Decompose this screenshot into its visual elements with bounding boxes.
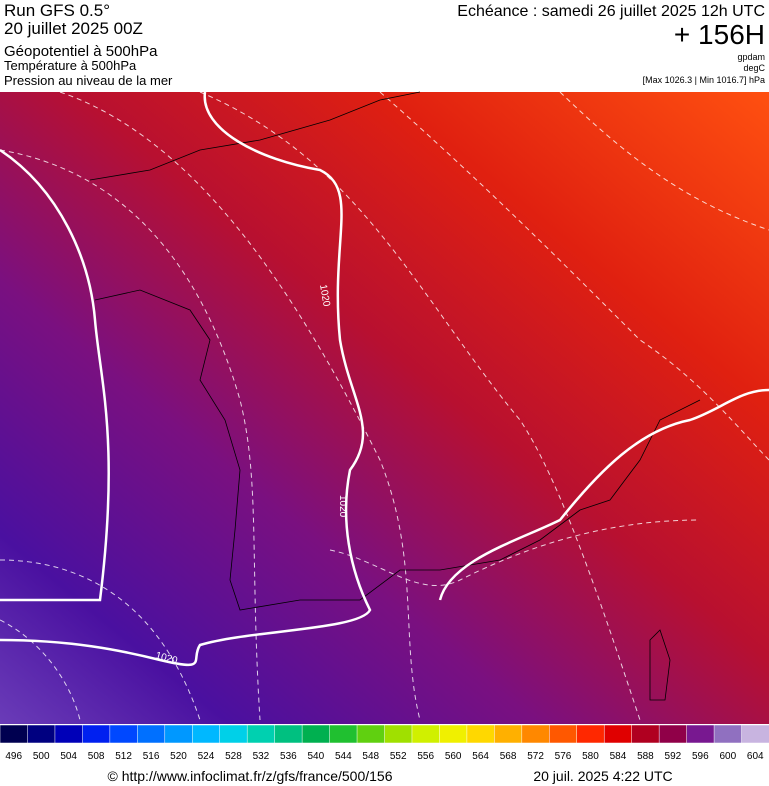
colorbar-label: 604 — [747, 751, 764, 762]
colorbar-label: 592 — [665, 751, 682, 762]
colorbar-label: 536 — [280, 751, 297, 762]
colorbar-swatch — [411, 724, 441, 744]
colorbar-swatch — [658, 724, 688, 744]
header: Run GFS 0.5° 20 juillet 2025 00Z Géopote… — [4, 1, 766, 88]
colorbar-label: 504 — [60, 751, 77, 762]
field: Pression au niveau de la mer — [4, 73, 173, 88]
unit: degC — [743, 63, 765, 73]
colorbar-swatch — [246, 724, 276, 744]
field: Température à 500hPa — [4, 58, 137, 73]
colorbar-swatch — [137, 724, 166, 744]
colorbar-label: 532 — [253, 751, 270, 762]
colorbar-swatch — [0, 724, 29, 744]
colorbar-swatch — [274, 724, 303, 744]
colorbar-swatch — [109, 724, 139, 744]
generated: 20 juil. 2025 4:22 UTC — [533, 768, 672, 784]
colorbar-swatch — [27, 724, 56, 744]
colorbar-swatch — [741, 724, 769, 744]
colorbar-label: 516 — [143, 751, 160, 762]
colorbar-swatch — [521, 724, 551, 744]
colorbar-swatch — [82, 724, 111, 744]
colorbar-swatch — [603, 724, 633, 744]
colorbar-swatch — [356, 724, 386, 744]
temperature-contours — [0, 91, 769, 721]
colorbar: 496 500 504 508 512 516 520 524 528 532 536 540 544 5… — [0, 724, 769, 762]
colorbar-label: 528 — [225, 751, 242, 762]
colorbar-label: 548 — [362, 751, 379, 762]
colorbar-label: 496 — [5, 751, 22, 762]
field: Géopotentiel à 500hPa — [4, 43, 158, 60]
colorbar-label: 544 — [335, 751, 352, 762]
colorbar-label: 576 — [555, 751, 572, 762]
lead-time: + 156H — [674, 19, 765, 50]
isobar-label: 1020 — [317, 284, 332, 308]
colorbar-swatch — [713, 724, 743, 744]
colorbar-swatch — [384, 724, 413, 744]
colorbar-swatch — [686, 724, 715, 744]
run-date: 20 juillet 2025 00Z — [4, 19, 143, 38]
field-shading — [0, 92, 769, 724]
colorbar-swatch — [466, 724, 496, 744]
colorbar-label: 552 — [390, 751, 407, 762]
colorbar-label: 580 — [582, 751, 599, 762]
colorbar-swatch — [54, 724, 84, 744]
source: © http://www.infoclimat.fr/z/gfs/france/… — [108, 768, 393, 784]
colorbar-label: 564 — [472, 751, 489, 762]
colorbar-label: 568 — [500, 751, 517, 762]
colorbar-swatch — [164, 724, 194, 744]
colorbar-swatch — [301, 724, 331, 744]
unit: gpdam — [737, 52, 765, 62]
colorbar-swatch — [494, 724, 523, 744]
coastline — [89, 91, 701, 701]
echeance: Echéance : samedi 26 juillet 2025 12h UT… — [457, 3, 765, 20]
colorbar-label: 596 — [692, 751, 709, 762]
colorbar-label: 584 — [610, 751, 627, 762]
colorbar-label: 500 — [33, 751, 50, 762]
colorbar-label: 512 — [115, 751, 132, 762]
colorbar-label: 508 — [88, 751, 105, 762]
colorbar-label: 540 — [307, 751, 324, 762]
colorbar-swatch — [219, 724, 248, 744]
range: [Max 1026.3 | Min 1016.7] hPa — [643, 75, 765, 85]
colorbar-label: 520 — [170, 751, 187, 762]
colorbar-label: 556 — [417, 751, 434, 762]
colorbar-label: 572 — [527, 751, 544, 762]
colorbar-label: 524 — [198, 751, 215, 762]
colorbar-swatch — [439, 724, 468, 744]
colorbar-label: 600 — [719, 751, 736, 762]
colorbar-label: 588 — [637, 751, 654, 762]
colorbar-swatch — [192, 724, 221, 744]
colorbar-swatch — [329, 724, 358, 744]
run: Run GFS 0.5° — [4, 1, 110, 20]
colorbar-swatch — [631, 724, 660, 744]
isobar-label: 1020 — [337, 495, 348, 518]
isobars — [0, 91, 769, 667]
colorbar-swatch — [549, 724, 578, 744]
map: 1020 1020 1020 — [0, 91, 769, 724]
colorbar-label: 560 — [445, 751, 462, 762]
colorbar-swatch — [576, 724, 605, 744]
